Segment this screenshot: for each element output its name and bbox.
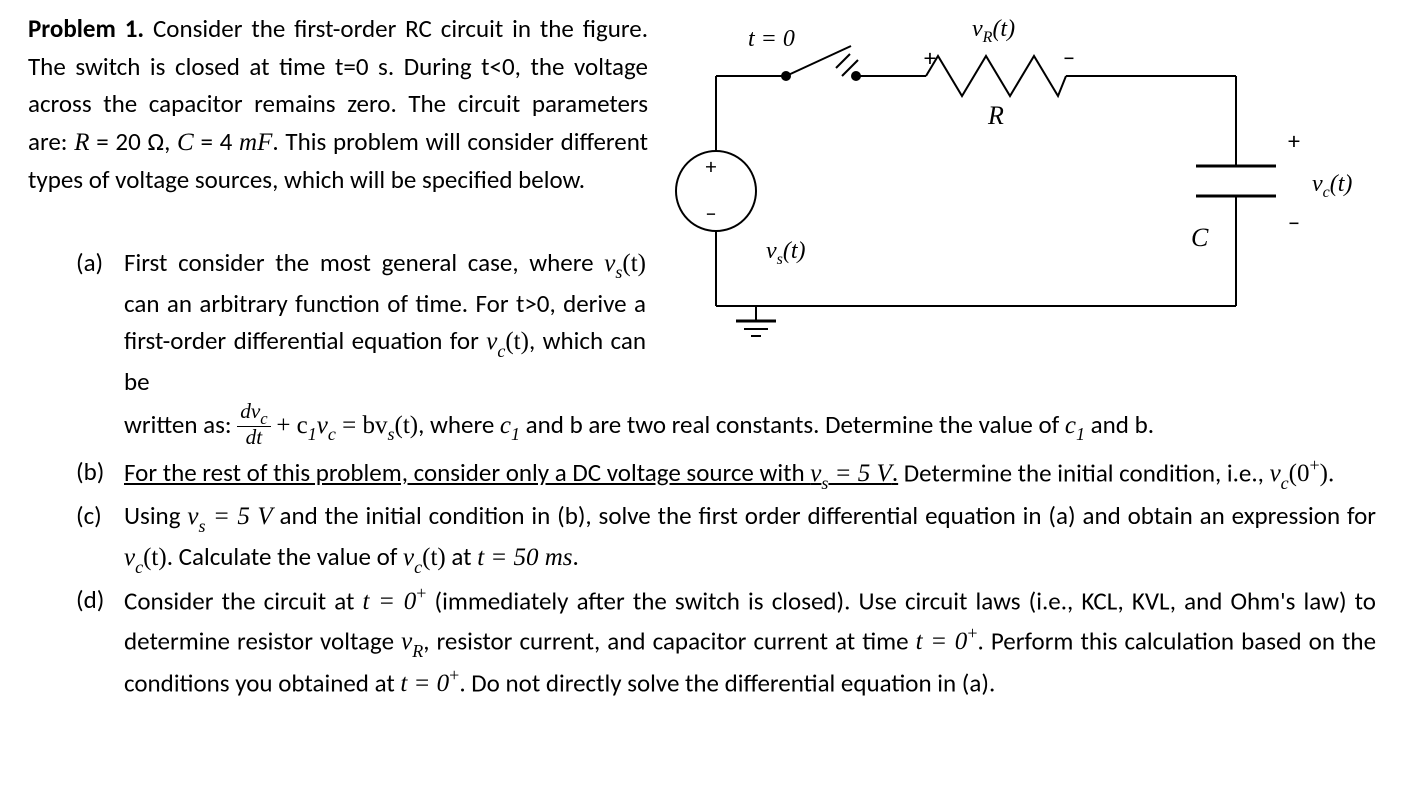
c-seg1: Using — [124, 500, 187, 531]
t0p-2: t = 0+ — [916, 628, 978, 655]
parts-list: (a) First consider the most general case… — [28, 244, 1376, 703]
d-seg3: , resistor current, and capacitor curren… — [423, 625, 915, 656]
t0p-1: t = 0+ — [363, 588, 427, 615]
vc-t-3: vc(t) — [403, 544, 446, 571]
part-d-marker: (d) — [76, 581, 124, 619]
src-minus: − — [706, 200, 717, 227]
part-b-marker: (b) — [76, 453, 124, 491]
label-t0: t = 0 — [748, 26, 795, 52]
problem-container: Problem 1. Consider the first-order RC c… — [28, 10, 1376, 703]
c-seg2: and the initial condition in (b), solve … — [273, 500, 1376, 531]
a-seg5: , where — [418, 409, 500, 440]
part-a: (a) First consider the most general case… — [76, 244, 1376, 401]
src-plus: + — [706, 153, 717, 180]
problem-title: Problem 1. — [28, 13, 144, 44]
part-a-body2: written as: dvc dt + c1vc = bvs(t), wher… — [124, 403, 1376, 451]
a-seg4: written as: — [124, 409, 237, 440]
a-seg6: and b are two real constants. Determine … — [520, 409, 1065, 440]
b-underlined: For the rest of this problem, consider o… — [124, 457, 898, 488]
frac-dvc-dt: dvc dt — [237, 401, 270, 449]
part-b: (b) For the rest of this problem, consid… — [76, 453, 1376, 495]
vc0plus-1: vc(0+) — [1270, 460, 1328, 487]
vR-1: vR — [401, 628, 423, 655]
a-seg1: First consider the most general case, wh… — [124, 247, 604, 278]
vc-t-2: vc(t) — [124, 544, 167, 571]
vs-t-1: vs(t) — [604, 250, 646, 277]
vc-t-1: vc(t) — [486, 328, 529, 355]
a-seg7: and b. — [1085, 409, 1154, 440]
label-vc: vc(t) — [1312, 171, 1352, 201]
part-c-marker: (c) — [76, 497, 124, 535]
c1-1: c1 — [500, 412, 520, 439]
b-seg2: Determine the initial condition, i.e., — [904, 457, 1270, 488]
d-seg5: . Do not directly solve the differential… — [459, 667, 995, 698]
t0p-3: t = 0+ — [400, 670, 459, 697]
t50ms: t = 50 ms — [477, 544, 572, 571]
d-seg1: Consider the circuit at — [124, 585, 363, 616]
c1-2: c1 — [1065, 412, 1085, 439]
label-R: R — [987, 101, 1004, 130]
label-vR: vR(t) — [972, 16, 1015, 46]
vs5v-2: vs = 5 V — [187, 503, 272, 530]
part-a-marker: (a) — [76, 244, 124, 282]
part-c-body: Using vs = 5 V and the initial condition… — [124, 497, 1376, 579]
part-a-body: First consider the most general case, wh… — [124, 244, 1376, 401]
part-b-body: For the rest of this problem, consider o… — [124, 453, 1376, 495]
label-vR-minus: − — [1063, 44, 1075, 73]
c-seg4: at — [446, 541, 477, 572]
part-d: (d) Consider the circuit at t = 0+ (imme… — [76, 581, 1376, 703]
label-vR-plus: + — [924, 44, 936, 73]
label-vc-plus: + — [1288, 127, 1300, 156]
ode-eq: + c1vc = bvs(t) — [276, 412, 418, 439]
label-vc-minus: − — [1288, 209, 1300, 238]
part-c: (c) Using vs = 5 V and the initial condi… — [76, 497, 1376, 579]
problem-intro: Problem 1. Consider the first-order RC c… — [28, 10, 666, 199]
part-d-body: Consider the circuit at t = 0+ (immediat… — [124, 581, 1376, 703]
part-a-cont: written as: dvc dt + c1vc = bvs(t), wher… — [76, 403, 1376, 451]
c-seg3: . Calculate the value of — [167, 541, 403, 572]
